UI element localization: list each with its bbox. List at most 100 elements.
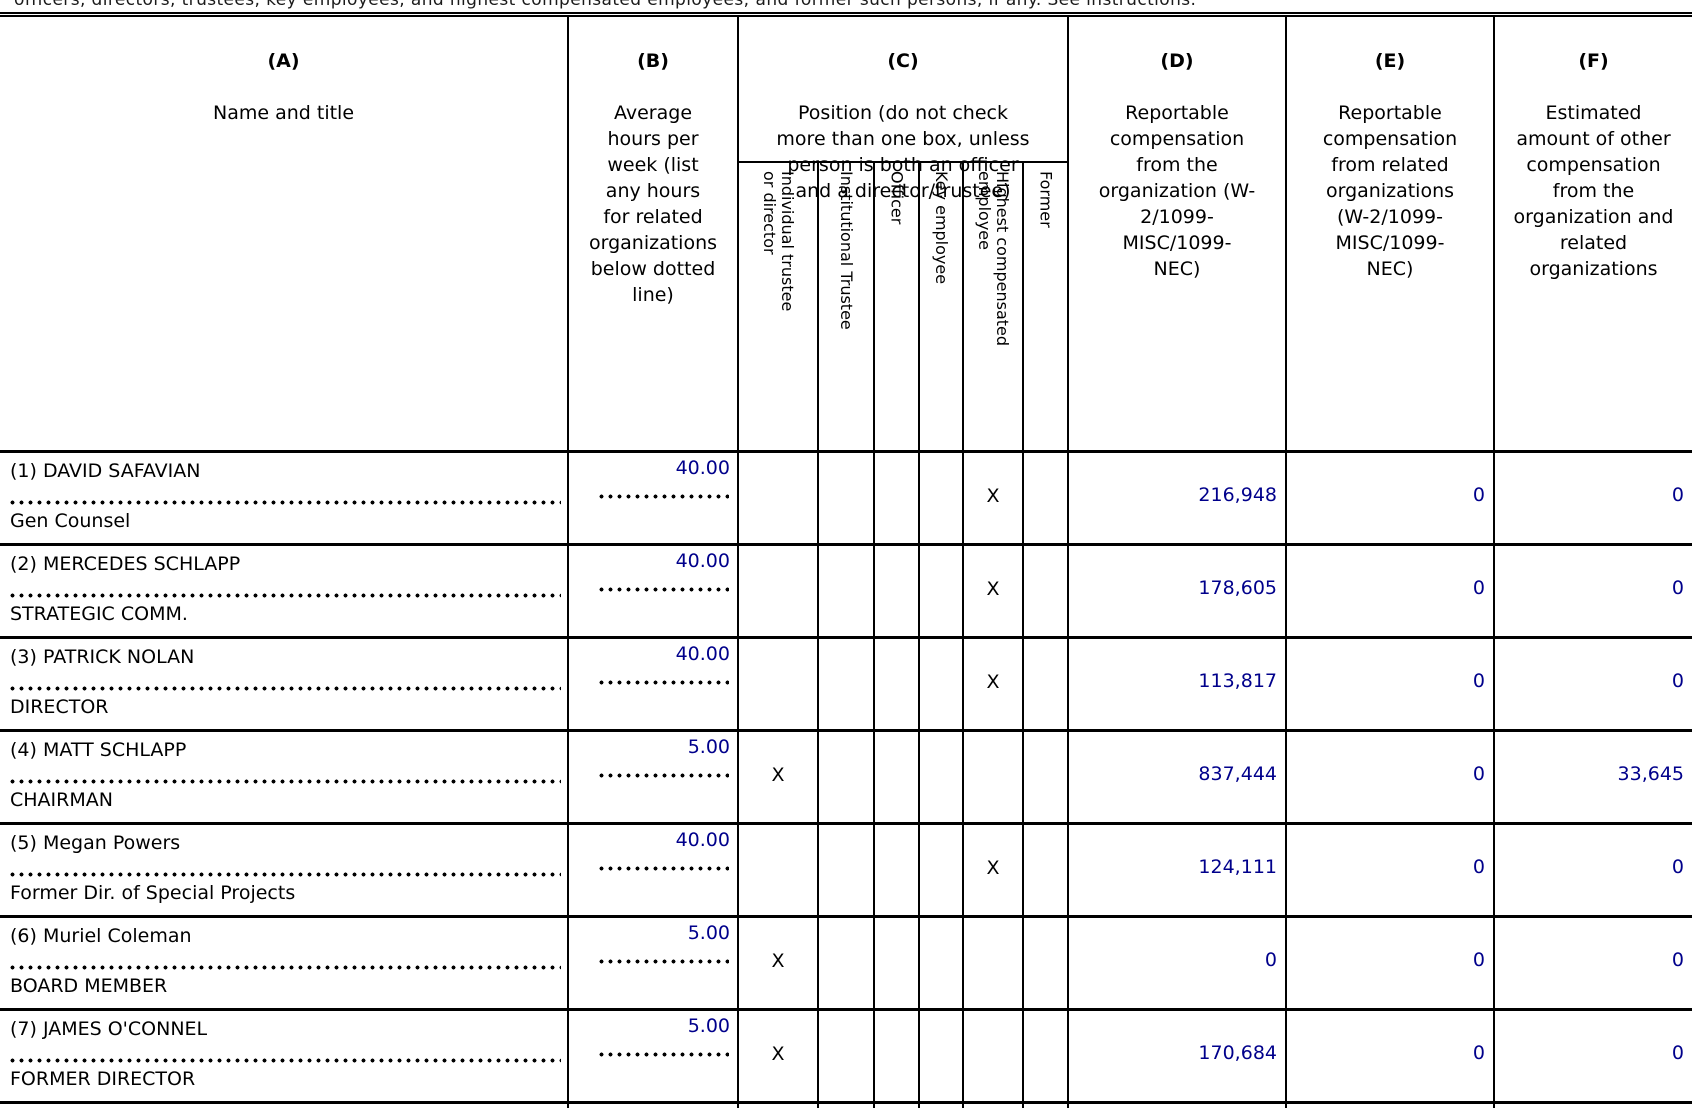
hours-value: 5.00 xyxy=(688,1106,730,1108)
col-c-tag: (C) xyxy=(887,50,919,72)
comp-org-cell: 124,111 xyxy=(1067,825,1285,915)
check-highest-compensated: X xyxy=(962,825,1022,915)
hours-value: 40.00 xyxy=(675,457,730,479)
col-b-label: Average hours per week (list any hours f… xyxy=(588,102,718,306)
person-name: (3) PATRICK NOLAN xyxy=(10,646,195,668)
col-c-label: Position (do not check more than one box… xyxy=(776,102,1030,202)
check-institutional-trustee xyxy=(817,1104,873,1108)
check-officer xyxy=(873,546,918,636)
clipped-instruction-fragment: officers, directors, trustees, key emplo… xyxy=(14,0,1197,10)
name-cell: (6) Muriel Coleman BOARD MEMBER xyxy=(0,918,567,1008)
subcol-highest-compensated-label: Highest compensated employee xyxy=(975,171,1012,347)
comp-related-cell xyxy=(1285,1104,1493,1108)
check-individual-trustee: X xyxy=(737,1011,817,1101)
comp-related-cell: 0 xyxy=(1285,546,1493,636)
check-individual-trustee xyxy=(737,546,817,636)
clipped-instruction-text: officers, directors, trustees, key emplo… xyxy=(0,0,1706,12)
check-institutional-trustee xyxy=(817,546,873,636)
hours-cell: 5.00 xyxy=(567,918,737,1008)
hours-value: 40.00 xyxy=(675,643,730,665)
dotted-leader xyxy=(597,773,729,778)
check-highest-compensated xyxy=(962,1104,1022,1108)
name-cell: (3) PATRICK NOLAN DIRECTOR xyxy=(0,639,567,729)
check-highest-compensated: X xyxy=(962,453,1022,543)
person-name: (2) MERCEDES SCHLAPP xyxy=(10,553,241,575)
comp-related-cell: 0 xyxy=(1285,1011,1493,1101)
comp-related-cell: 0 xyxy=(1285,732,1493,822)
check-individual-trustee: X xyxy=(737,918,817,1008)
person-name: (6) Muriel Coleman xyxy=(10,925,192,947)
person-name: (4) MATT SCHLAPP xyxy=(10,739,187,761)
other-comp-cell xyxy=(1493,1104,1692,1108)
comp-org-cell: 113,817 xyxy=(1067,639,1285,729)
subcol-key-employee: Key employee xyxy=(918,163,962,450)
check-key-employee xyxy=(918,546,962,636)
table-row: (2) MERCEDES SCHLAPP STRATEGIC COMM. 40.… xyxy=(0,543,1692,636)
col-d-tag: (D) xyxy=(1160,50,1194,72)
other-comp-cell: 33,645 xyxy=(1493,732,1692,822)
table-row: (6) Muriel Coleman BOARD MEMBER 5.00 X 0… xyxy=(0,915,1692,1008)
check-highest-compensated xyxy=(962,1011,1022,1101)
dotted-leader xyxy=(8,593,561,598)
hours-cell: 5.00 xyxy=(567,732,737,822)
check-former xyxy=(1022,918,1067,1008)
col-a-header: (A) Name and title xyxy=(0,17,567,450)
person-name: (7) JAMES O'CONNEL xyxy=(10,1018,208,1040)
hours-value: 5.00 xyxy=(687,1015,730,1037)
col-b-header: (B) Average hours per week (list any hou… xyxy=(567,17,737,450)
dotted-leader xyxy=(597,680,729,685)
hours-value: 5.00 xyxy=(687,922,730,944)
hours-cell: 40.00 xyxy=(567,546,737,636)
check-institutional-trustee xyxy=(817,825,873,915)
subcol-individual-trustee-label: Individual trustee or director xyxy=(760,171,797,312)
check-key-employee xyxy=(918,1104,962,1108)
name-cell: (1) DAVID SAFAVIAN Gen Counsel xyxy=(0,453,567,543)
check-highest-compensated: X xyxy=(962,639,1022,729)
comp-related-cell: 0 xyxy=(1285,825,1493,915)
comp-related-cell: 0 xyxy=(1285,918,1493,1008)
other-comp-cell: 0 xyxy=(1493,453,1692,543)
comp-related-cell: 0 xyxy=(1285,639,1493,729)
name-cell: (4) MATT SCHLAPP CHAIRMAN xyxy=(0,732,567,822)
check-former xyxy=(1022,546,1067,636)
col-c-subheader-row: Individual trustee or director Instituti… xyxy=(739,163,1067,450)
check-institutional-trustee xyxy=(817,732,873,822)
person-title: STRATEGIC COMM. xyxy=(10,603,188,625)
check-highest-compensated xyxy=(962,732,1022,822)
hours-value: 40.00 xyxy=(675,829,730,851)
check-individual-trustee xyxy=(737,825,817,915)
hours-value: 40.00 xyxy=(675,550,730,572)
dotted-leader xyxy=(8,686,561,691)
person-title: FORMER DIRECTOR xyxy=(10,1068,196,1090)
subcol-institutional-trustee: Institutional Trustee xyxy=(817,163,873,450)
comp-org-cell xyxy=(1067,1104,1285,1108)
dotted-leader xyxy=(597,494,729,499)
table-row: (4) MATT SCHLAPP CHAIRMAN 5.00 X 837,444… xyxy=(0,729,1692,822)
check-officer xyxy=(873,825,918,915)
check-key-employee xyxy=(918,639,962,729)
table-row: (5) Megan Powers Former Dir. of Special … xyxy=(0,822,1692,915)
check-highest-compensated xyxy=(962,918,1022,1008)
name-cell: (2) MERCEDES SCHLAPP STRATEGIC COMM. xyxy=(0,546,567,636)
check-key-employee xyxy=(918,453,962,543)
check-former xyxy=(1022,732,1067,822)
table-row: (7) JAMES O'CONNEL FORMER DIRECTOR 5.00 … xyxy=(0,1008,1692,1101)
col-e-header: (E) Reportable compensation from related… xyxy=(1285,17,1493,450)
check-individual-trustee xyxy=(737,1104,817,1108)
comp-org-cell: 170,684 xyxy=(1067,1011,1285,1101)
comp-org-cell: 0 xyxy=(1067,918,1285,1008)
compensation-table: (A) Name and title (B) Average hours per… xyxy=(0,12,1692,1108)
comp-org-cell: 178,605 xyxy=(1067,546,1285,636)
subcol-former-label: Former xyxy=(1036,171,1056,228)
col-a-tag: (A) xyxy=(267,50,300,72)
comp-org-cell: 216,948 xyxy=(1067,453,1285,543)
person-title: BOARD MEMBER xyxy=(10,975,168,997)
check-key-employee xyxy=(918,918,962,1008)
name-cell: (7) JAMES O'CONNEL FORMER DIRECTOR xyxy=(0,1011,567,1101)
col-e-tag: (E) xyxy=(1374,50,1406,72)
dotted-leader xyxy=(8,779,561,784)
hours-cell: 40.00 xyxy=(567,639,737,729)
check-key-employee xyxy=(918,1011,962,1101)
col-d-label: Reportable compensation from the organiz… xyxy=(1098,102,1256,280)
check-officer xyxy=(873,639,918,729)
